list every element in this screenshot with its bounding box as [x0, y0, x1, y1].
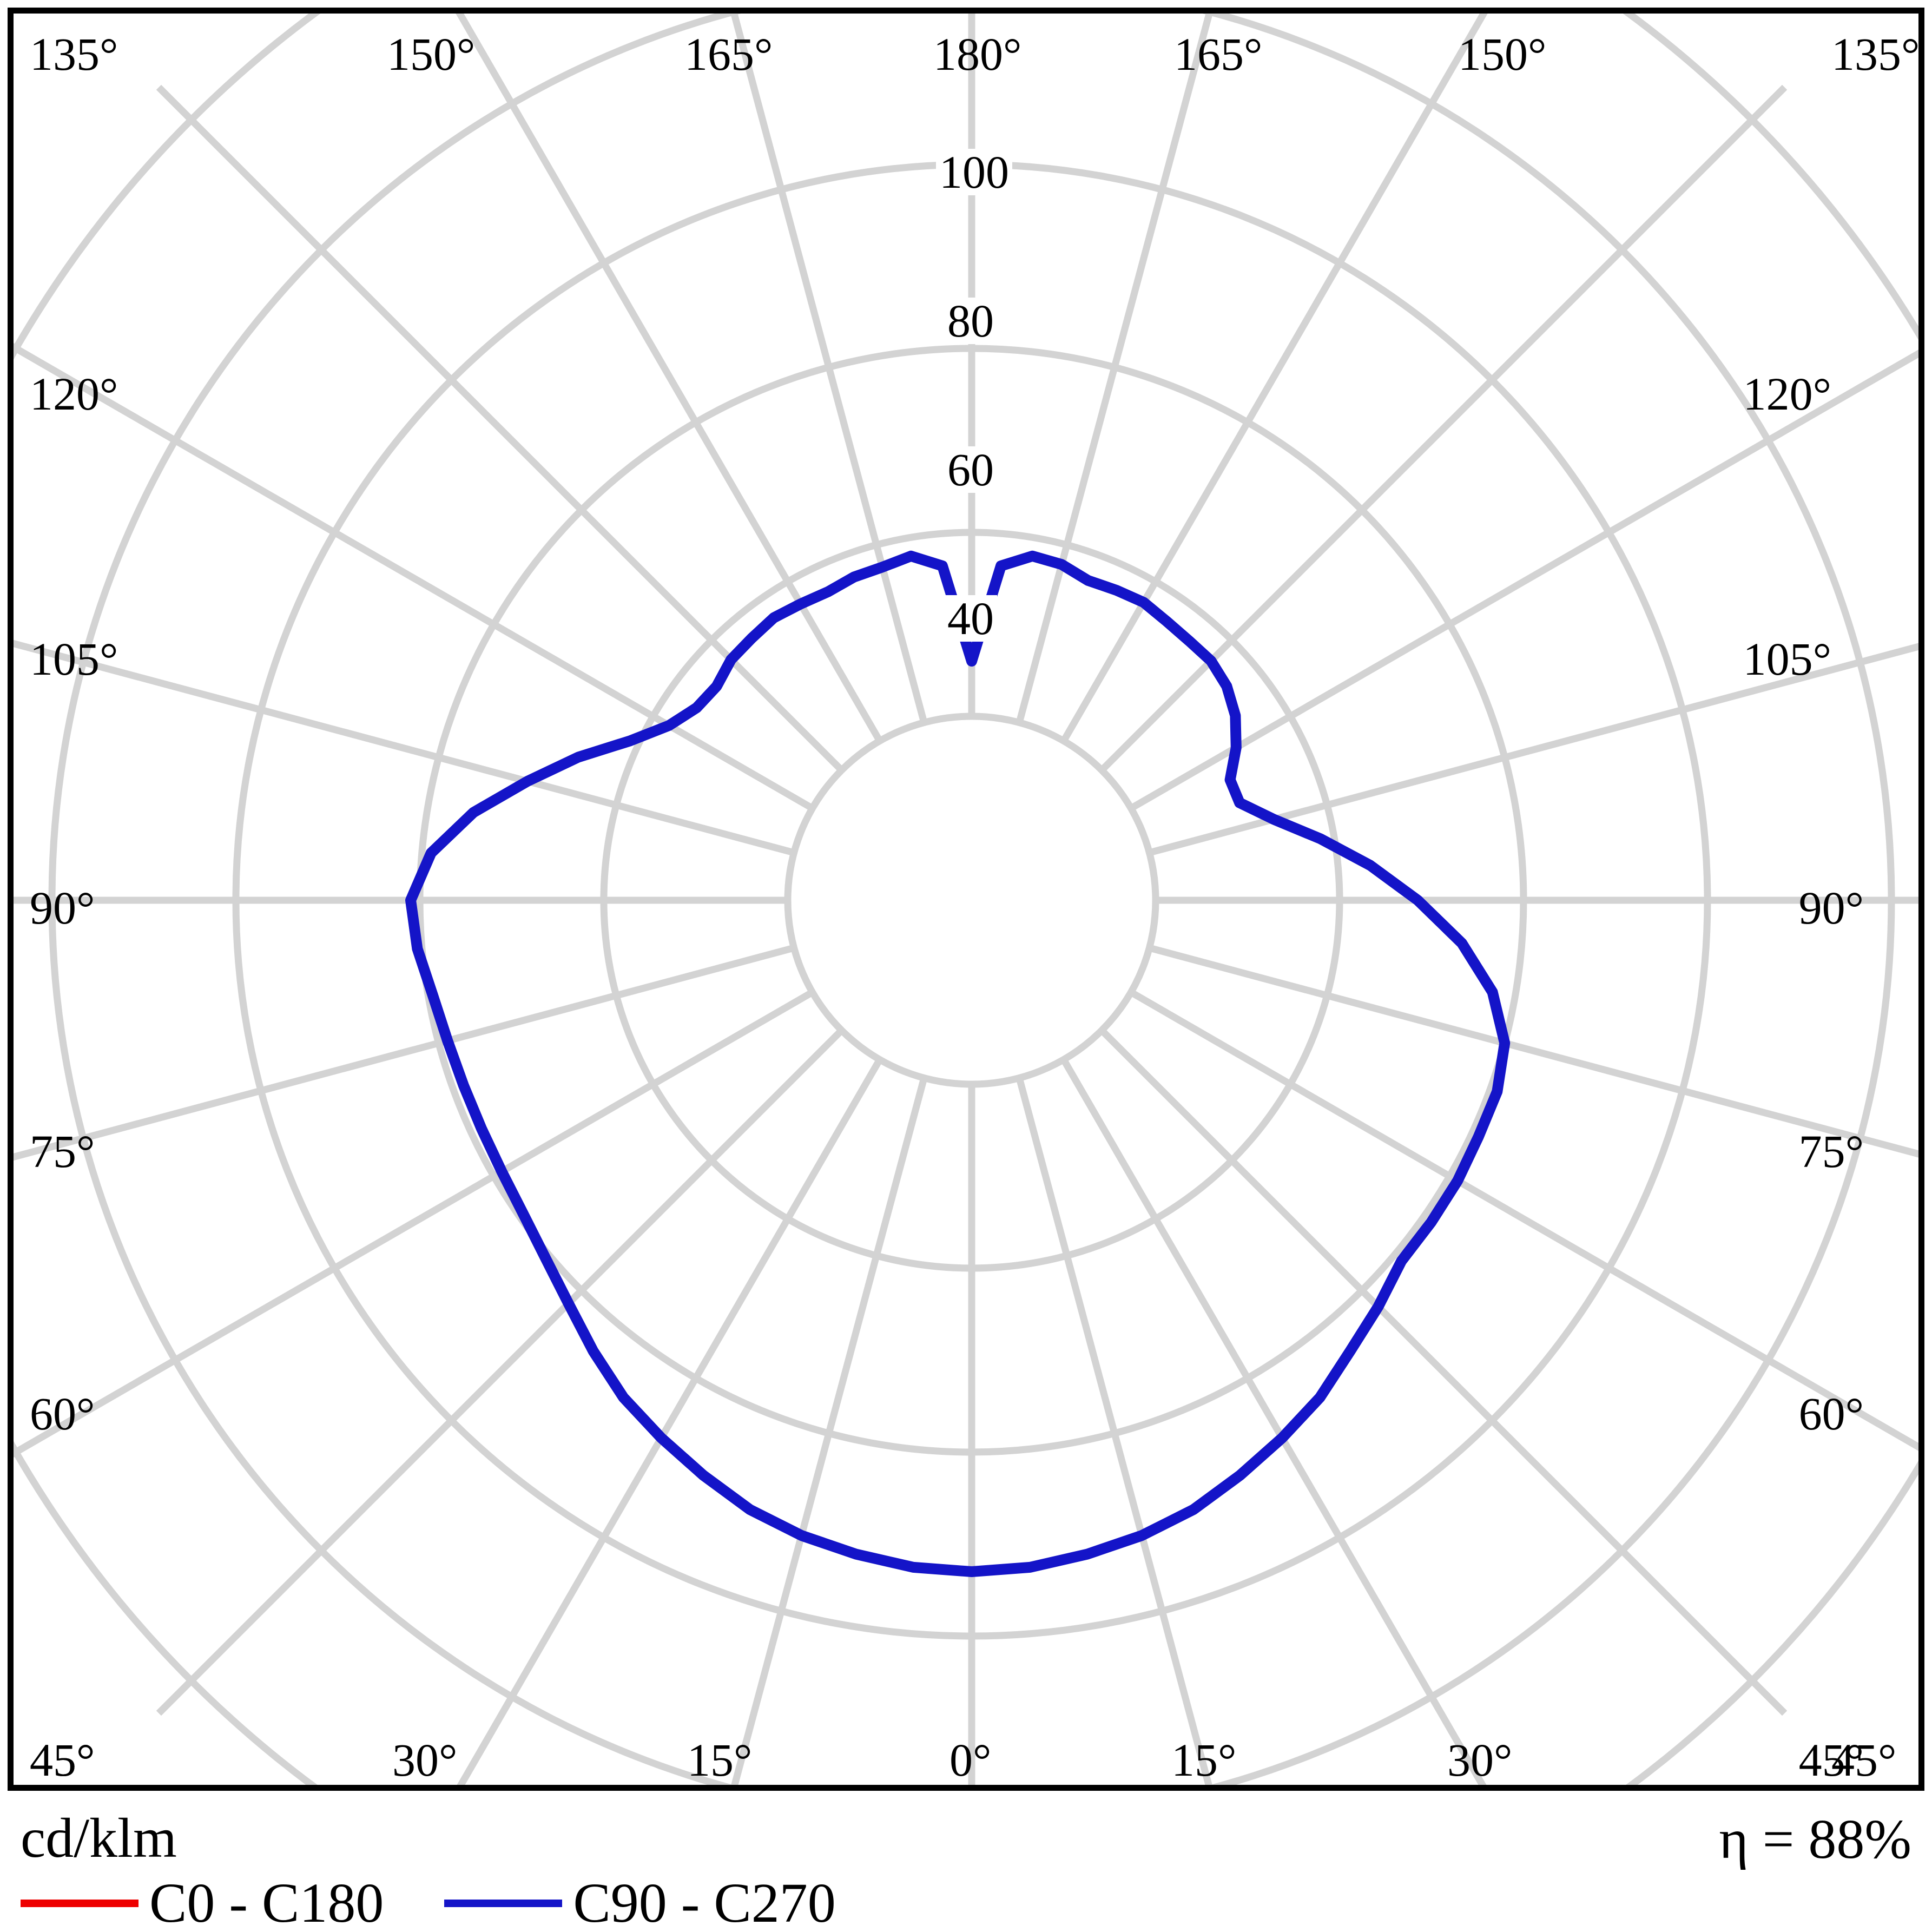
legend-item-0[interactable]: C0 - C180: [21, 1871, 384, 1932]
angle-label-bottom-5: 30°: [1447, 1734, 1513, 1786]
angle-label-bottom-0: 45°: [30, 1734, 95, 1786]
polar-gridlines: [14, 14, 1918, 1785]
angle-label-left-3: 75°: [30, 1125, 95, 1177]
angle-label-right-1: 105°: [1743, 633, 1831, 685]
efficiency-label: η = 88%: [1719, 1808, 1911, 1870]
angle-label-top-6: 135°: [1831, 28, 1920, 80]
angle-label-right-0: 120°: [1743, 368, 1831, 420]
angle-label-top-2: 165°: [684, 28, 773, 80]
distribution-curves: [405, 550, 1511, 1577]
legend-label-0: C0 - C180: [149, 1872, 384, 1932]
angle-label-right-5: 45°: [1798, 1734, 1864, 1786]
radial-tick-label-2: 60: [944, 446, 997, 493]
angle-label-right-2: 90°: [1798, 882, 1864, 934]
chart-footer: cd/klm η = 88% C0 - C180 C90 - C270: [8, 1795, 1924, 1932]
angle-label-left-4: 60°: [30, 1388, 95, 1440]
angle-label-top-4: 165°: [1174, 28, 1263, 80]
polar-plot-area: 135° 150° 165° 180° 165° 150° 135° 120° 105° 90°…: [8, 8, 1924, 1791]
angle-label-bottom-6: 45°: [1831, 1734, 1897, 1786]
angle-label-left-2: 90°: [30, 882, 95, 934]
angle-label-top-0: 135°: [30, 28, 118, 80]
angle-label-bottom-3: 0°: [949, 1734, 992, 1786]
angle-label-left-1: 105°: [30, 633, 118, 685]
legend-item-1[interactable]: C90 - C270: [444, 1871, 836, 1932]
legend-label-1: C90 - C270: [573, 1872, 836, 1932]
angle-label-top-5: 150°: [1458, 28, 1547, 80]
radial-tick-label-0: 100: [936, 149, 1012, 195]
angle-label-right-4: 60°: [1798, 1388, 1864, 1440]
angle-label-right-3: 75°: [1798, 1125, 1864, 1177]
angle-label-top-1: 150°: [387, 28, 476, 80]
radial-tick-label-3: 40: [944, 595, 997, 642]
unit-label: cd/klm: [21, 1807, 177, 1869]
angle-label-bottom-2: 15°: [687, 1734, 753, 1786]
polar-grid-and-curves: [14, 14, 1918, 1785]
angle-label-top-3: 180°: [933, 28, 1022, 80]
radial-tick-label-1: 80: [944, 298, 997, 344]
legend-swatch-icon-1: [444, 1899, 563, 1907]
angle-label-left-0: 120°: [30, 368, 118, 420]
angle-label-bottom-4: 15°: [1171, 1734, 1237, 1786]
legend: C0 - C180 C90 - C270: [21, 1871, 896, 1932]
angle-label-bottom-1: 30°: [392, 1734, 458, 1786]
legend-swatch-icon-0: [21, 1899, 139, 1907]
angle-label-left-5: 45°: [30, 1734, 95, 1786]
